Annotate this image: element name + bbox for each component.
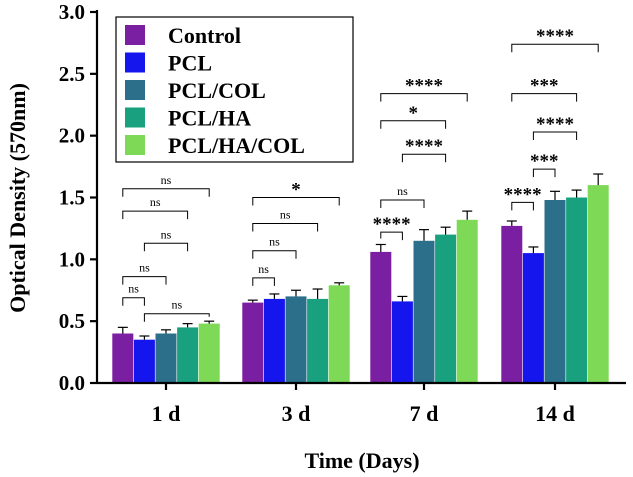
legend-label: PCL/COL (168, 78, 266, 103)
legend-swatch (125, 80, 145, 100)
significance-bracket (380, 199, 425, 208)
bar-pcl-col-1d (155, 333, 177, 383)
significance-bracket (511, 43, 599, 53)
legend-label: Control (168, 23, 241, 48)
significance-label: **** (373, 214, 411, 235)
significance-bracket (511, 201, 534, 211)
bar-pcl-ha-col-7d (456, 219, 478, 383)
significance-bracket (380, 231, 403, 241)
significance-label: ns (128, 282, 139, 296)
bar-pcl-ha-1d (177, 327, 199, 383)
bar-control-3d (242, 302, 264, 383)
bar-pcl-ha-col-3d (328, 285, 350, 383)
legend-swatch (125, 25, 145, 45)
significance-label: *** (530, 76, 559, 97)
legend-swatch (125, 107, 145, 128)
bar-control-1d (112, 333, 134, 383)
bar-pcl-1d (133, 339, 155, 383)
significance-bracket (122, 297, 145, 306)
significance-bracket (401, 153, 447, 163)
y-tick-label: 0.5 (59, 309, 85, 333)
significance-bracket (532, 131, 578, 140)
significance-bracket (122, 188, 210, 197)
y-tick-label: 2.0 (59, 124, 85, 148)
significance-label: *** (530, 151, 559, 172)
legend-box (115, 16, 354, 163)
bar-control-14d (501, 225, 523, 383)
significance-label: ns (171, 298, 182, 312)
significance-bracket (380, 120, 447, 129)
significance-bracket (252, 250, 297, 259)
significance-label: **** (536, 26, 574, 47)
significance-bracket (143, 313, 210, 322)
bar-control-7d (370, 251, 392, 383)
bar-pcl-14d (522, 253, 544, 383)
significance-bracket (122, 276, 167, 285)
bar-pcl-7d (391, 301, 413, 383)
bar-pcl-ha-col-1d (198, 323, 220, 383)
significance-label: **** (405, 136, 443, 157)
y-tick-label: 1.5 (59, 186, 85, 210)
significance-bracket (252, 197, 340, 206)
significance-label: ns (161, 227, 172, 241)
x-axis-title: Time (Days) (304, 448, 419, 473)
significance-bracket (532, 168, 556, 178)
significance-bracket (511, 93, 578, 102)
significance-label: **** (405, 76, 443, 97)
significance-label: **** (536, 114, 574, 135)
bar-pcl-col-7d (413, 240, 435, 383)
y-tick-label: 2.5 (59, 62, 85, 86)
y-axis-title: Optical Density (570nm) (5, 83, 30, 313)
x-tick-label: 7 d (410, 401, 439, 426)
x-tick-label: 14 d (535, 401, 575, 426)
legend-label: PCL/HA/COL (168, 133, 305, 158)
legend-swatch (125, 135, 145, 155)
significance-label: ns (161, 173, 172, 187)
significance-bracket (122, 210, 189, 220)
bar-pcl-ha-3d (307, 298, 329, 383)
bar-pcl-col-14d (544, 200, 566, 383)
bar-pcl-ha-col-14d (587, 185, 609, 383)
y-tick-label: 0.0 (59, 371, 85, 395)
x-tick-label: 3 d (282, 401, 311, 426)
significance-label: * (408, 103, 418, 124)
bars (112, 173, 609, 383)
significance-label: ns (258, 262, 269, 276)
significance-brackets: nsnsnsnsnsnsnsnsns*****ns***************… (122, 26, 599, 322)
significance-label: **** (504, 184, 542, 205)
significance-label: ns (269, 235, 280, 249)
significance-label: ns (150, 195, 161, 209)
y-tick-label: 1.0 (59, 247, 85, 271)
legend-label: PCL (168, 51, 212, 76)
significance-bracket (380, 93, 468, 102)
bar-pcl-3d (263, 298, 285, 383)
x-tick-label: 1 d (152, 401, 181, 426)
significance-bracket (143, 242, 189, 252)
significance-label: ns (139, 261, 150, 275)
significance-label: ns (397, 184, 408, 198)
bar-pcl-col-3d (285, 296, 307, 383)
bar-pcl-ha-14d (566, 197, 588, 383)
axes: 0.0 0.5 1.0 1.5 2.0 2.5 3.0 1 d 3 d 7 d 14 d (59, 0, 626, 426)
bar-pcl-ha-7d (435, 234, 457, 383)
significance-label: ns (280, 208, 291, 222)
legend-label: PCL/HA (168, 106, 251, 131)
significance-label: * (291, 180, 301, 201)
significance-bracket (252, 277, 275, 286)
legend-swatch (125, 52, 145, 73)
significance-bracket (252, 223, 319, 232)
y-tick-label: 3.0 (59, 0, 85, 24)
